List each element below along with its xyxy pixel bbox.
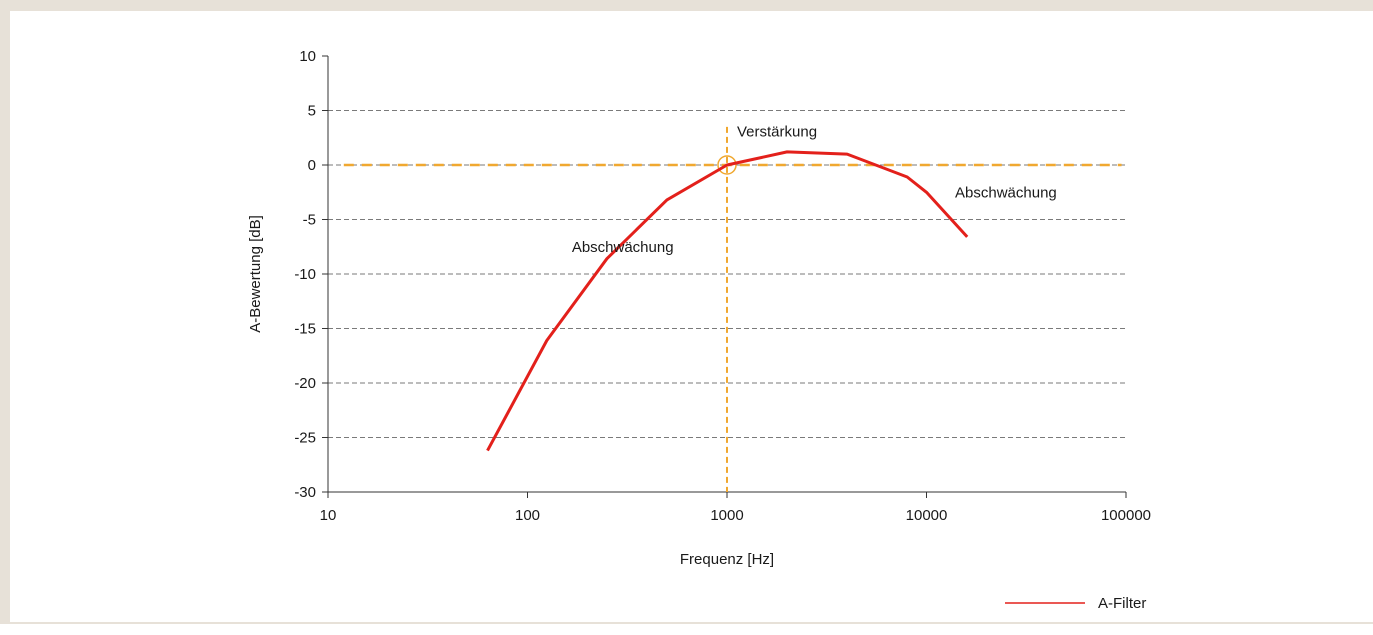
x-tick-label: 100 <box>515 507 540 524</box>
annotation-label: Verstärkung <box>737 124 817 141</box>
annotations: Verstärkung Abschwächung Abschwächung <box>572 124 1057 257</box>
y-tick-label: 5 <box>308 103 316 120</box>
y-tick-label: -20 <box>294 375 316 392</box>
legend-label-a-filter: A-Filter <box>1098 595 1146 612</box>
x-tick-label: 1000 <box>710 507 743 524</box>
reference-marker <box>717 155 737 175</box>
series <box>486 150 969 452</box>
y-tick-label: 0 <box>308 157 316 174</box>
series-line-a-filter <box>486 150 969 452</box>
reference-lines <box>343 126 1122 492</box>
y-axis-title: A-Bewertung [dB] <box>247 215 264 333</box>
annotation-label: Abschwächung <box>572 239 674 256</box>
y-tick-label: -10 <box>294 266 316 283</box>
y-tick-label: -5 <box>303 212 316 229</box>
y-tick-label: -15 <box>294 321 316 338</box>
annotation-label: Abschwächung <box>955 185 1057 202</box>
x-tick-label: 10000 <box>906 507 948 524</box>
legend: A-Filter <box>1005 595 1146 612</box>
y-tick-label: 10 <box>299 48 316 65</box>
y-tick-label: -30 <box>294 484 316 501</box>
x-tick-label: 100000 <box>1101 507 1151 524</box>
y-tick-label: -25 <box>294 430 316 447</box>
x-tick-label: 10 <box>320 507 337 524</box>
x-axis-title: Frequenz [Hz] <box>680 551 774 568</box>
